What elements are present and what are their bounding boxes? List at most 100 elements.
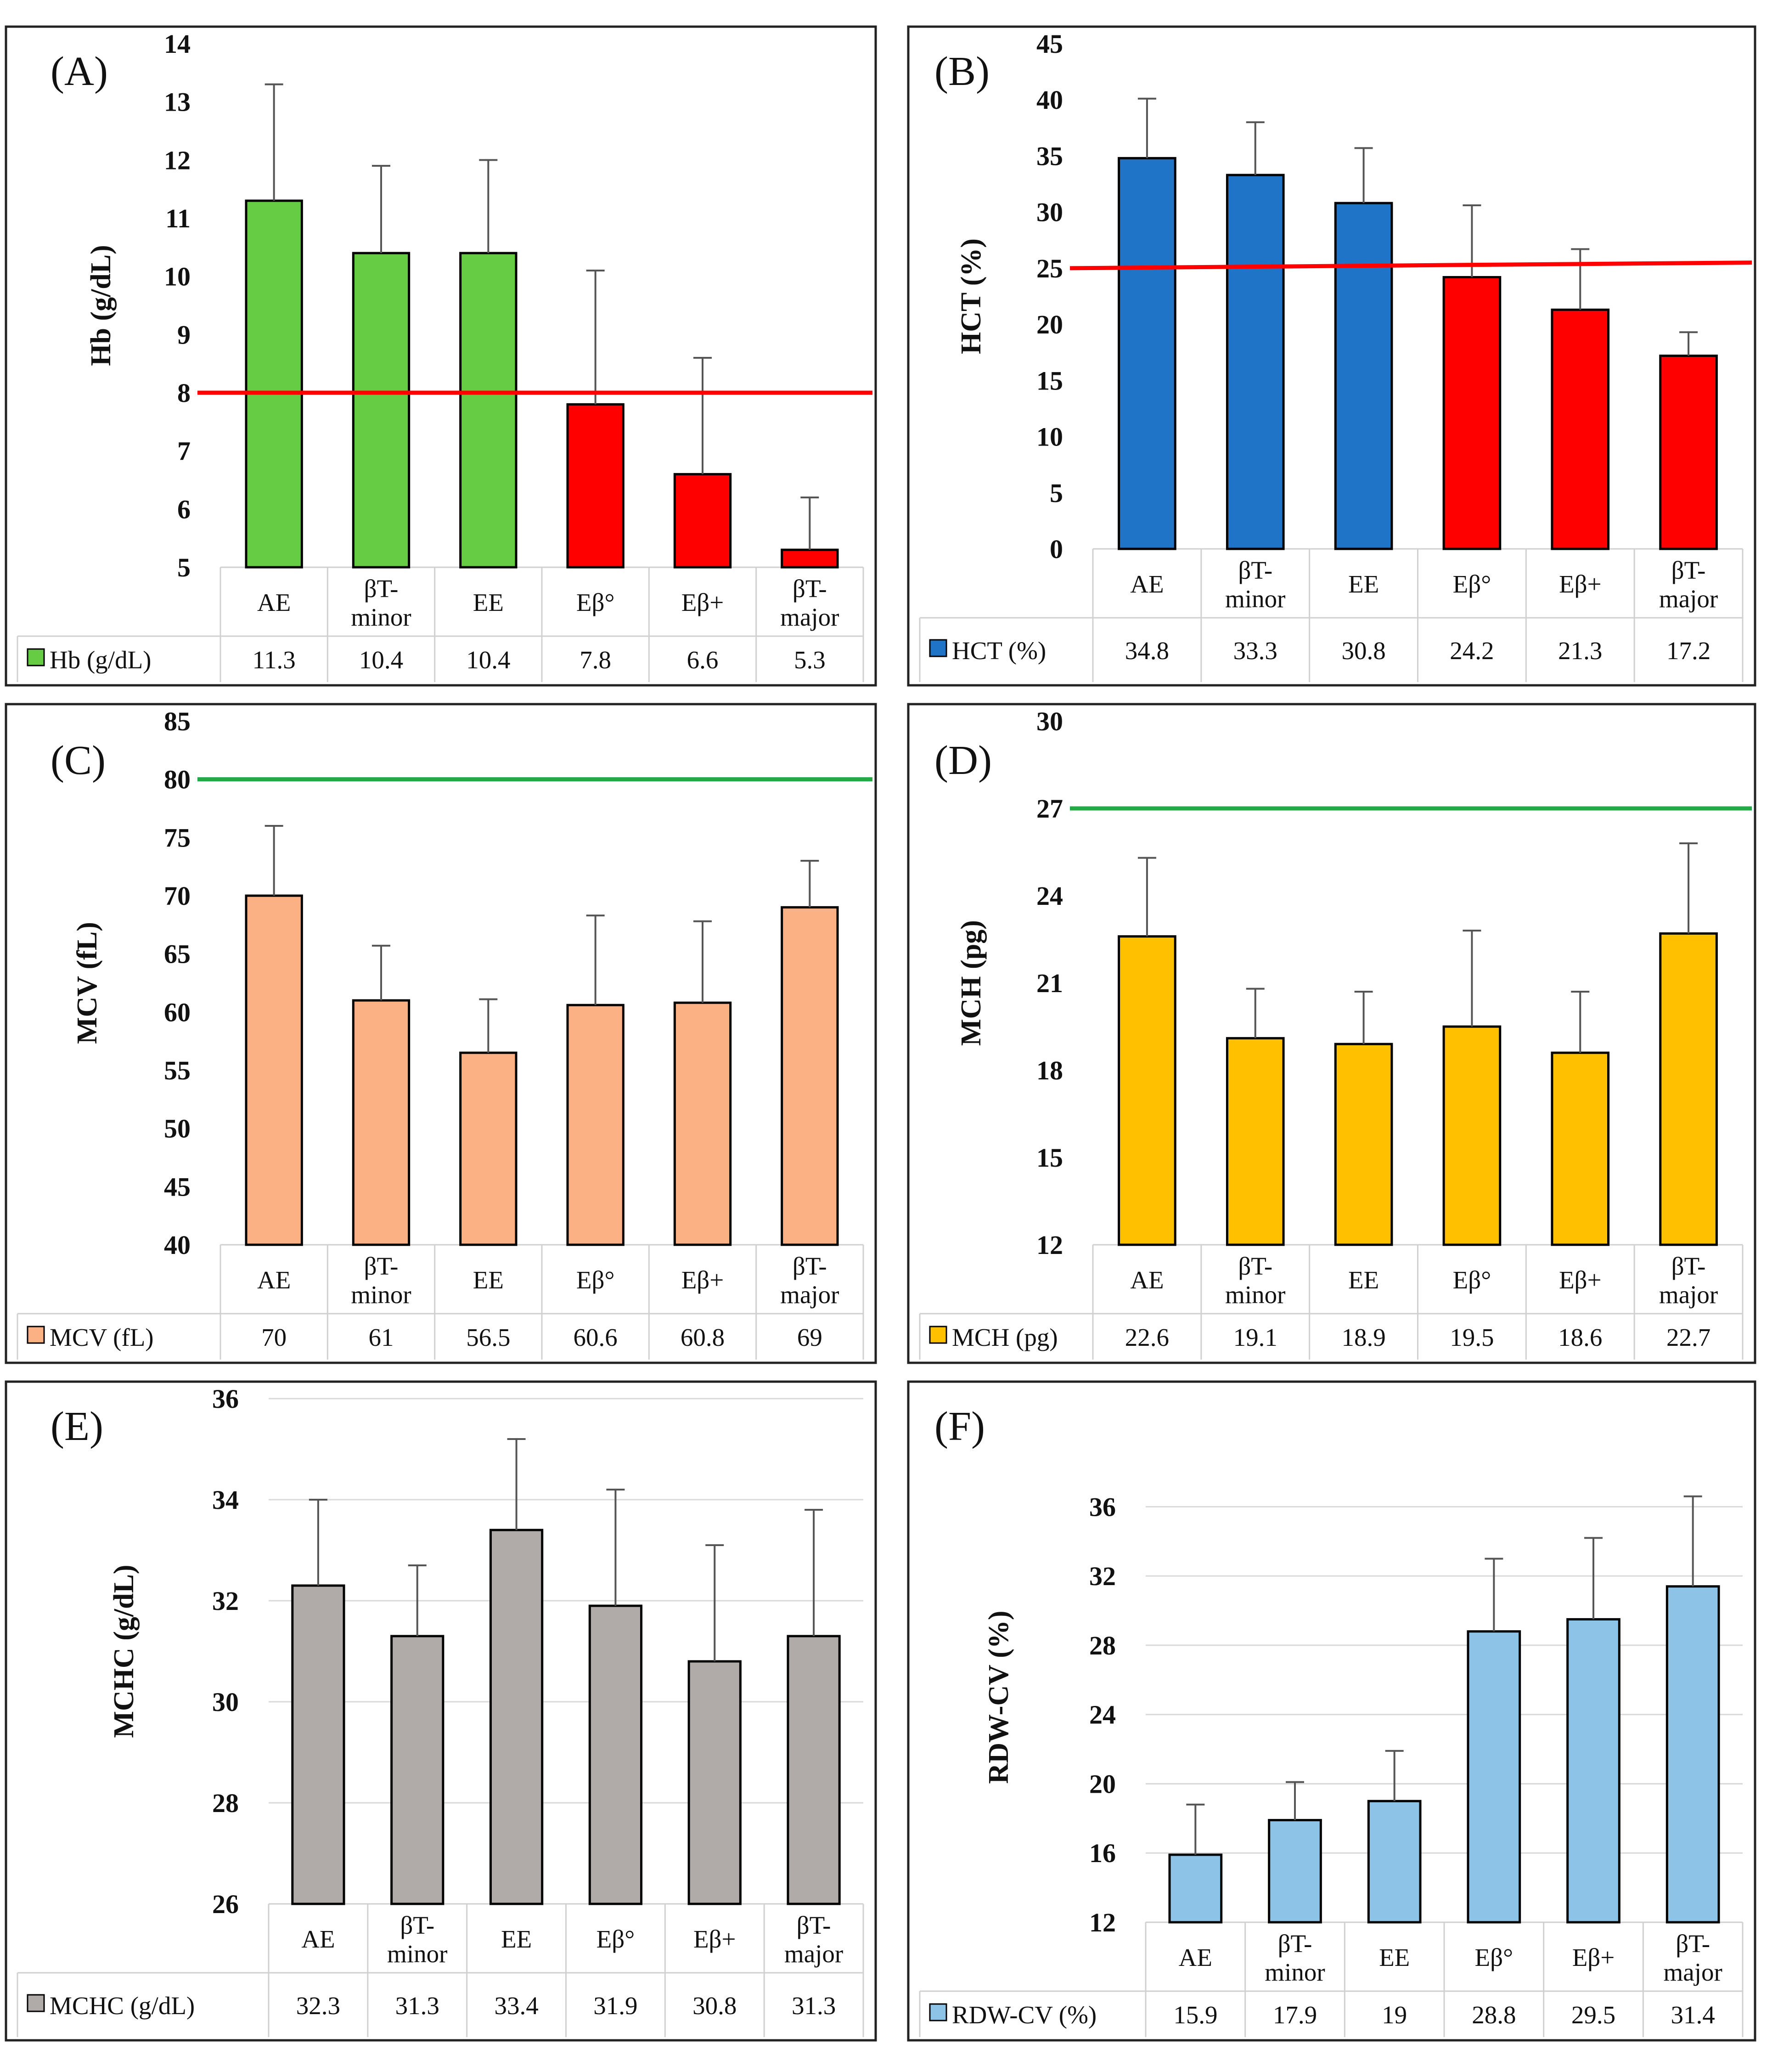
bar-Eβ+ <box>673 473 732 569</box>
y-tick-label-5: 32 <box>1089 1561 1116 1591</box>
chart-panel-c: 40 45 50 55 60 65 70 75 80 85 AE βT-minor EE Eβ° Eβ+ βT… <box>5 703 877 1364</box>
bar-βT-major <box>781 906 839 1246</box>
bar-AE <box>1168 1853 1223 1924</box>
y-tick-label-4: 9 <box>177 320 191 350</box>
bar-βT-minor <box>352 252 411 569</box>
value-label-0: 11.3 <box>253 646 296 674</box>
legend-label: MCHC (g/dL) <box>50 1992 195 2020</box>
y-tick-label-0: 5 <box>177 553 191 582</box>
y-tick-label-5: 27 <box>1036 794 1063 824</box>
bar-AE <box>291 1584 345 1905</box>
y-tick-label-3: 8 <box>177 378 191 408</box>
legend-swatch <box>929 1326 947 1344</box>
y-tick-label-5: 10 <box>164 262 191 292</box>
legend-swatch <box>27 1994 45 2012</box>
legend-swatch <box>929 2003 947 2021</box>
value-label-3: 28.8 <box>1472 2001 1516 2029</box>
y-axis-label: Hb (g/dL) <box>85 245 117 366</box>
value-label-3: 60.6 <box>574 1323 618 1351</box>
category-label-0: AE <box>1179 1943 1212 1971</box>
category-label-0: AE <box>257 588 291 616</box>
category-label-5: βT-major <box>780 575 839 631</box>
y-tick-label-1: 6 <box>177 494 191 524</box>
y-tick-label-0: 0 <box>1050 534 1063 564</box>
legend-label: Hb (g/dL) <box>50 646 151 674</box>
bar-EE <box>489 1529 544 1905</box>
y-tick-label-2: 50 <box>164 1114 191 1144</box>
y-tick-label-7: 12 <box>164 145 191 175</box>
y-tick-label-2: 20 <box>1089 1769 1116 1799</box>
value-label-1: 10.4 <box>359 646 403 674</box>
value-label-3: 19.5 <box>1450 1323 1494 1351</box>
y-tick-label-1: 15 <box>1036 1143 1063 1173</box>
reference-line <box>1069 260 1752 271</box>
y-tick-label-8: 13 <box>164 87 191 117</box>
bar-βT-major <box>1659 355 1718 550</box>
panel-label: (B) <box>934 49 990 94</box>
value-label-5: 31.3 <box>792 1992 836 2020</box>
value-label-3: 31.9 <box>593 1992 637 2020</box>
y-tick-label-4: 60 <box>164 997 191 1027</box>
y-tick-label-0: 12 <box>1036 1230 1063 1260</box>
value-label-2: 33.4 <box>494 1992 538 2020</box>
y-tick-label-5: 65 <box>164 939 191 969</box>
category-label-3: Eβ° <box>1475 1943 1514 1971</box>
legend-swatch <box>27 648 45 666</box>
bar-EE <box>1334 202 1393 550</box>
panel-label: (A) <box>51 49 108 94</box>
y-tick-label-7: 75 <box>164 823 191 853</box>
y-tick-label-9: 14 <box>164 29 191 59</box>
bar-AE <box>1118 935 1176 1246</box>
bar-βT-minor <box>1226 1037 1285 1246</box>
y-tick-label-1: 16 <box>1089 1838 1116 1868</box>
category-label-4: Eβ+ <box>693 1925 736 1953</box>
bar-EE <box>459 252 518 569</box>
y-tick-label-2: 7 <box>177 436 191 466</box>
bar-Eβ° <box>1442 276 1502 550</box>
category-label-2: EE <box>473 1266 504 1294</box>
legend-label: HCT (%) <box>952 637 1046 665</box>
panel-frame <box>5 703 877 1364</box>
y-tick-label-4: 28 <box>1089 1631 1116 1660</box>
category-label-1: βT-minor <box>351 575 411 631</box>
panel-frame <box>907 703 1756 1364</box>
category-label-4: Eβ+ <box>1559 1266 1602 1294</box>
bar-Eβ+ <box>673 1001 732 1246</box>
y-tick-label-1: 5 <box>1050 478 1063 508</box>
bar-Eβ° <box>588 1604 643 1905</box>
category-label-1: βT-minor <box>1265 1930 1325 1986</box>
value-label-1: 33.3 <box>1233 637 1277 665</box>
category-label-2: EE <box>473 588 504 616</box>
value-label-1: 19.1 <box>1233 1323 1277 1351</box>
value-label-5: 69 <box>797 1323 822 1351</box>
y-tick-label-3: 15 <box>1036 366 1063 395</box>
y-tick-label-1: 45 <box>164 1172 191 1202</box>
value-label-4: 6.6 <box>687 646 719 674</box>
value-label-4: 29.5 <box>1571 2001 1615 2029</box>
category-label-4: Eβ+ <box>681 588 724 616</box>
value-label-2: 56.5 <box>466 1323 510 1351</box>
y-tick-label-3: 24 <box>1089 1700 1116 1730</box>
bar-Eβ+ <box>1551 308 1610 550</box>
panel-frame <box>5 25 877 687</box>
bar-EE <box>1367 1800 1422 1924</box>
value-label-0: 70 <box>261 1323 287 1351</box>
value-label-0: 32.3 <box>296 1992 340 2020</box>
category-label-3: Eβ° <box>1453 1266 1491 1294</box>
value-label-4: 30.8 <box>692 1992 737 2020</box>
panel-label: (E) <box>51 1404 103 1449</box>
y-tick-label-3: 21 <box>1036 968 1063 998</box>
category-label-0: AE <box>1130 570 1164 598</box>
panel-frame <box>907 1380 1756 2042</box>
category-label-4: Eβ+ <box>1559 570 1602 598</box>
category-label-4: Eβ+ <box>1572 1943 1615 1971</box>
category-label-3: Eβ° <box>1453 570 1491 598</box>
panel-label: (C) <box>51 738 106 783</box>
y-tick-label-6: 11 <box>165 203 191 233</box>
value-label-0: 22.6 <box>1125 1323 1169 1351</box>
value-label-1: 31.3 <box>395 1992 439 2020</box>
y-tick-label-5: 36 <box>212 1384 239 1414</box>
y-tick-label-2: 18 <box>1036 1056 1063 1085</box>
bar-βT-major <box>781 548 839 569</box>
bar-βT-minor <box>1226 174 1285 550</box>
